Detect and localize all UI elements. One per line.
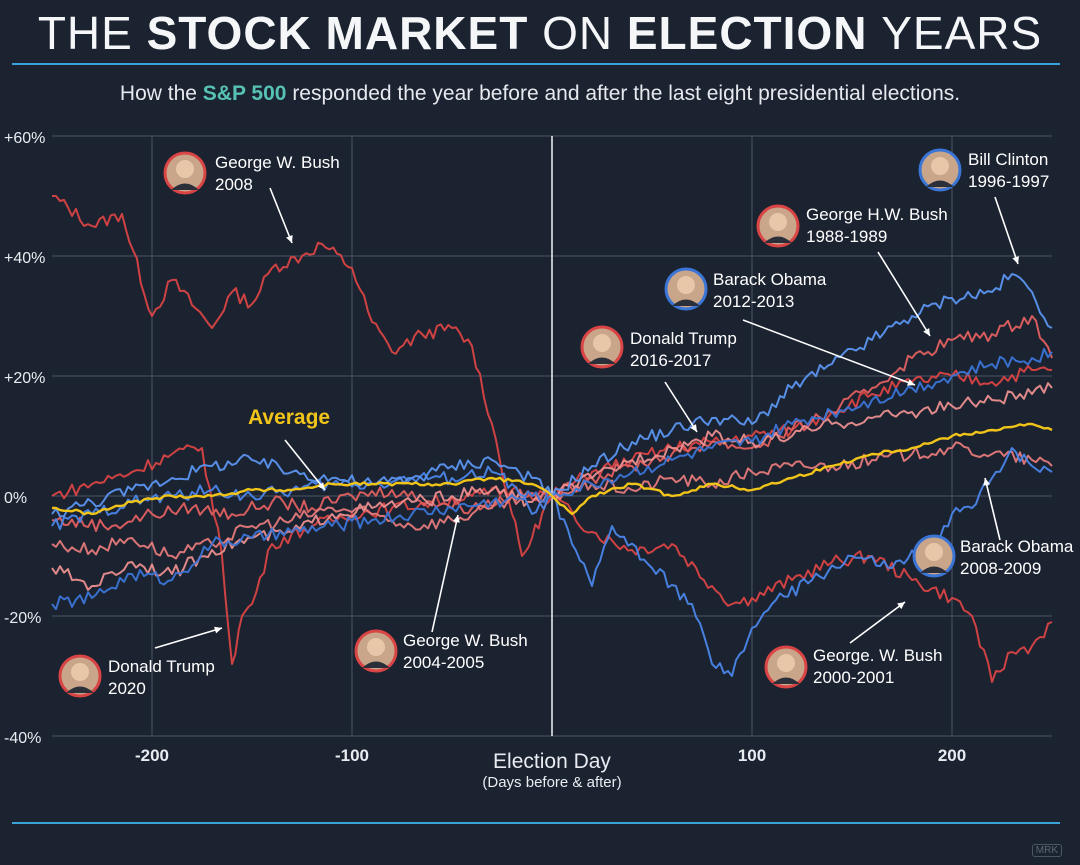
footer-divider bbox=[12, 822, 1060, 824]
portrait-face bbox=[769, 213, 787, 231]
annotation-years: 2016-2017 bbox=[630, 351, 711, 370]
series-line bbox=[51, 365, 1053, 665]
annotation-arrowhead bbox=[983, 478, 991, 486]
annotation-name: Barack Obama bbox=[713, 270, 827, 289]
portrait-suit bbox=[672, 299, 700, 306]
annotation-years: 2012-2013 bbox=[713, 292, 794, 311]
portrait-suit bbox=[171, 183, 199, 190]
x-tick-label: 200 bbox=[938, 746, 966, 765]
annotation-arrowhead bbox=[923, 328, 930, 336]
annotation-name: Bill Clinton bbox=[968, 150, 1048, 169]
title-part-1: THE bbox=[37, 7, 133, 59]
annotation-name: George W. Bush bbox=[403, 631, 528, 650]
annotation-arrow bbox=[994, 196, 1019, 265]
annotation-name: George W. Bush bbox=[215, 153, 340, 172]
annotation-arrow bbox=[984, 477, 1001, 541]
page-title: THE STOCK MARKET ON ELECTION YEARS bbox=[0, 6, 1080, 60]
y-tick-label: +20% bbox=[4, 370, 45, 387]
annotation-years: 2008 bbox=[215, 175, 253, 194]
subtitle-prefix: How the bbox=[119, 82, 197, 105]
annotation-arrowhead bbox=[897, 602, 905, 610]
x-axis-subtitle: (Days before & after) bbox=[482, 774, 621, 791]
portrait-suit bbox=[920, 566, 948, 573]
annotation-name: Average bbox=[248, 406, 330, 429]
annotation-years: 1988-1989 bbox=[806, 227, 887, 246]
y-tick-label: 0% bbox=[4, 490, 27, 507]
annotation-arrowhead bbox=[907, 379, 915, 386]
annotation-arrow bbox=[431, 514, 459, 633]
annotation-arrow bbox=[284, 439, 326, 491]
portrait-suit bbox=[362, 661, 390, 668]
annotation-arrow bbox=[664, 381, 698, 433]
y-tick-label: +40% bbox=[4, 250, 45, 267]
annotation-years: 2008-2009 bbox=[960, 559, 1041, 578]
annotation-name: George H.W. Bush bbox=[806, 205, 948, 224]
portrait-suit bbox=[764, 236, 792, 243]
y-tick-label: +60% bbox=[4, 130, 45, 147]
portrait-face bbox=[931, 157, 949, 175]
title-part-4: ELECTION bbox=[626, 7, 868, 59]
annotation-arrowhead bbox=[317, 482, 325, 490]
portrait-face bbox=[176, 160, 194, 178]
annotation-arrowhead bbox=[286, 235, 293, 243]
x-tick-label: -200 bbox=[135, 746, 169, 765]
x-tick-label: 100 bbox=[738, 746, 766, 765]
watermark: MRK bbox=[1031, 844, 1062, 857]
annotation-arrowhead bbox=[1012, 256, 1019, 264]
portrait-face bbox=[71, 663, 89, 681]
portrait-suit bbox=[926, 180, 954, 187]
annotation-arrowhead bbox=[690, 424, 697, 432]
annotation-arrowhead bbox=[453, 515, 460, 523]
average-series-line bbox=[52, 422, 1053, 516]
annotations-group: George W. Bush 2008 Bill Clinton 1996-1997 G… bbox=[58, 148, 1074, 698]
annotation-arrow bbox=[154, 627, 223, 649]
annotation-name: Donald Trump bbox=[630, 329, 737, 348]
annotation-years: 2004-2005 bbox=[403, 653, 484, 672]
title-part-3: ON bbox=[542, 7, 614, 59]
y-tick-label: -40% bbox=[4, 730, 41, 747]
annotation-arrow bbox=[849, 601, 906, 644]
annotation-name: Barack Obama bbox=[960, 537, 1074, 556]
portrait-face bbox=[677, 276, 695, 294]
annotation-arrowhead bbox=[214, 626, 222, 634]
annotation-years: 1996-1997 bbox=[968, 172, 1049, 191]
y-tick-label: -20% bbox=[4, 610, 41, 627]
annotation-arrow bbox=[877, 251, 931, 337]
annotation-name: George. W. Bush bbox=[813, 646, 942, 665]
annotation-name: Donald Trump bbox=[108, 657, 215, 676]
portrait-face bbox=[777, 654, 795, 672]
annotation-arrow bbox=[269, 187, 293, 244]
series-group bbox=[51, 195, 1053, 683]
annotation-years: 2020 bbox=[108, 679, 146, 698]
portrait-suit bbox=[588, 357, 616, 364]
title-divider bbox=[12, 63, 1060, 65]
title-part-5: YEARS bbox=[881, 7, 1043, 59]
subtitle-highlight: S&P 500 bbox=[202, 82, 287, 105]
portrait-face bbox=[925, 543, 943, 561]
portrait-face bbox=[593, 334, 611, 352]
subtitle-suffix: responded the year before and after the … bbox=[292, 82, 961, 105]
title-part-2: STOCK MARKET bbox=[146, 7, 529, 59]
annotation-arrow bbox=[742, 319, 916, 386]
portrait-face bbox=[367, 638, 385, 656]
portrait-suit bbox=[66, 686, 94, 693]
x-tick-label: -100 bbox=[335, 746, 369, 765]
annotation-years: 2000-2001 bbox=[813, 668, 894, 687]
portrait-suit bbox=[772, 677, 800, 684]
x-axis-title: Election Day bbox=[493, 750, 611, 773]
page-subtitle: How the S&P 500 responded the year befor… bbox=[0, 82, 1080, 106]
